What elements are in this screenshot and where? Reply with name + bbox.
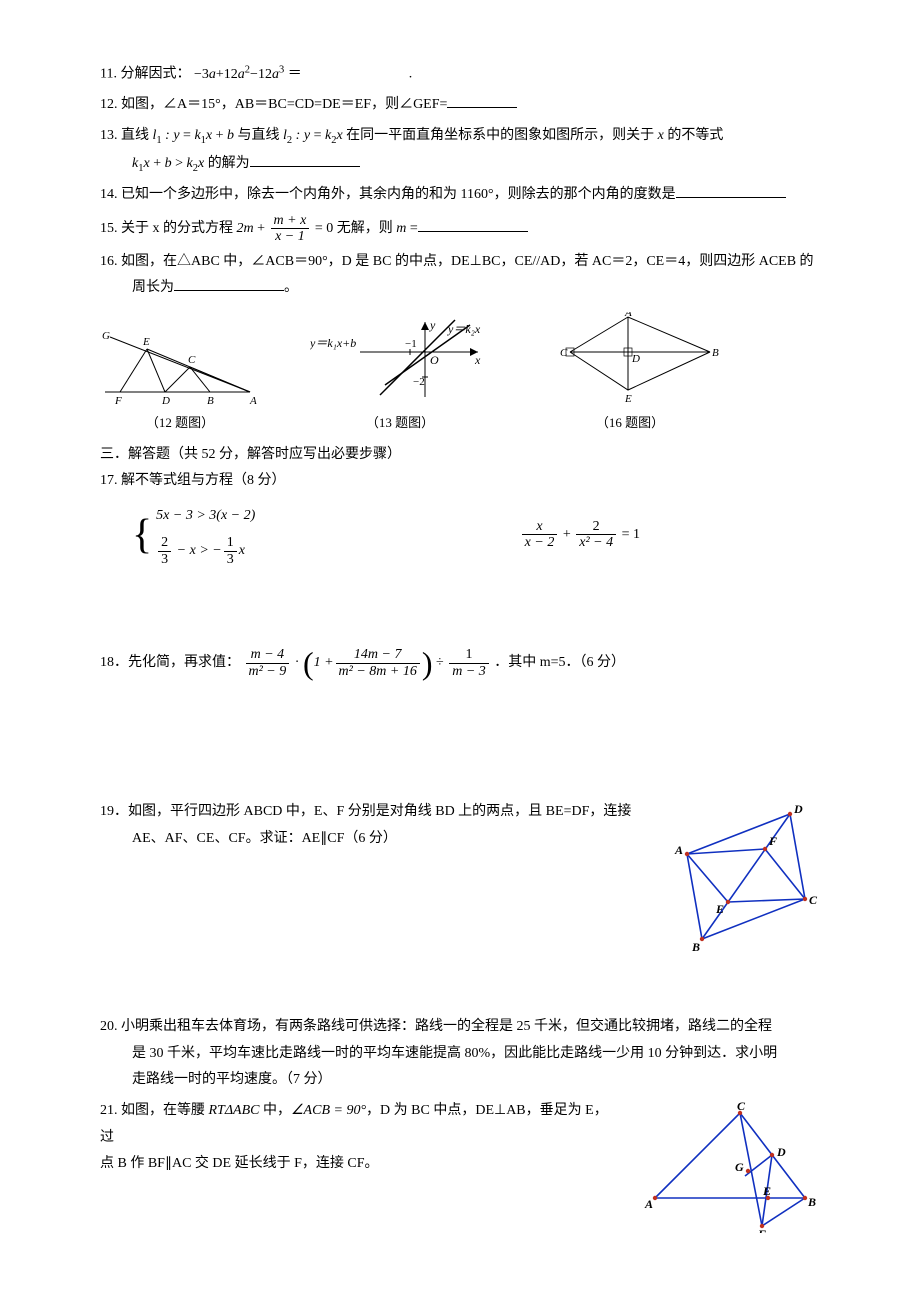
q20-line2: 是 30 千米，平均车速比走路线一时的平均车速能提高 80%，因此能比走路线一少… <box>100 1041 820 1068</box>
svg-text:−1: −1 <box>405 338 417 350</box>
fig16-svg: A C D B E <box>540 312 720 407</box>
q17-system: { 5x − 3 > 3(x − 2) 23 − x > −13x <box>132 503 255 567</box>
svg-text:O: O <box>430 353 439 367</box>
q17-title: 17. 解不等式组与方程（8 分） <box>100 468 820 495</box>
figure-row: G E C F D B A （12 题图） y＝k₁x+b y＝k₂x y x … <box>100 312 820 436</box>
svg-text:A: A <box>624 312 632 319</box>
q20: 20. 小明乘出租车去体育场，有两条路线可供选择：路线一的全程是 25 千米，但… <box>100 1014 820 1094</box>
q20-line1: 20. 小明乘出租车去体育场，有两条路线可供选择：路线一的全程是 25 千米，但… <box>100 1014 820 1041</box>
svg-text:A: A <box>674 843 683 857</box>
svg-text:B: B <box>807 1195 816 1209</box>
q13-line2: k1x + b > k2x 的解为 <box>100 151 820 179</box>
svg-text:y＝k₂x: y＝k₂x <box>447 322 481 336</box>
fig19-svg: D F A C E B <box>670 799 820 954</box>
q15: 15. 关于 x 的分式方程 2m + m + xx − 1 = 0 无解，则 … <box>100 213 820 245</box>
svg-text:C: C <box>560 347 568 359</box>
svg-text:A: A <box>644 1197 653 1211</box>
svg-text:B: B <box>207 395 214 407</box>
q13-post2: 的不等式 <box>667 128 723 143</box>
q13-blank <box>250 152 360 167</box>
q14-blank <box>676 183 786 198</box>
q11-label: 11. 分解因式： <box>100 67 190 82</box>
q16: 16. 如图，在△ABC 中，∠ACB＝90°，D 是 BC 的中点，DE⊥BC… <box>100 249 820 302</box>
svg-text:E: E <box>624 393 632 405</box>
q12-text: 12. 如图，∠A＝15°，AB＝BC=CD=DE＝EF，则∠GEF= <box>100 97 447 112</box>
q17: 17. 解不等式组与方程（8 分） { 5x − 3 > 3(x − 2) 23… <box>100 468 820 567</box>
svg-text:C: C <box>188 354 196 366</box>
q14: 14. 已知一个多边形中，除去一个内角外，其余内角的和为 1160°，则除去的那… <box>100 182 820 209</box>
svg-text:E: E <box>715 902 724 916</box>
svg-text:E: E <box>142 336 150 348</box>
q21: 21. 如图，在等腰 RTΔABC 中，∠ACB = 90°，D 为 BC 中点… <box>100 1098 820 1233</box>
svg-text:G: G <box>102 330 110 342</box>
q15-pre: 15. 关于 x 的分式方程 <box>100 221 237 236</box>
q17-sys1: 5x − 3 > 3(x − 2) <box>156 503 255 530</box>
svg-text:C: C <box>809 893 818 907</box>
q19-line2: AE、AF、CE、CF。求证：AE∥CF（6 分） <box>100 826 650 853</box>
q18: 18．先化简，再求值： m − 4m² − 9 · ( 1 + 14m − 7m… <box>100 647 820 679</box>
svg-text:G: G <box>735 1160 744 1174</box>
q21-line1: 21. 如图，在等腰 RTΔABC 中，∠ACB = 90°，D 为 BC 中点… <box>100 1098 620 1151</box>
fig16: A C D B E （16 题图） <box>540 312 720 436</box>
q11-expr: −3a+12a2−12a3 <box>194 67 288 82</box>
svg-text:D: D <box>631 353 640 365</box>
fig12-label: （12 题图） <box>100 411 260 436</box>
q12: 12. 如图，∠A＝15°，AB＝BC=CD=DE＝EF，则∠GEF= <box>100 92 820 119</box>
svg-text:E: E <box>762 1184 771 1198</box>
q20-line3: 走路线一时的平均速度。（7 分） <box>100 1067 820 1094</box>
fig13-label: （13 题图） <box>310 411 490 436</box>
q19: 19．如图，平行四边形 ABCD 中，E、F 分别是对角线 BD 上的两点，且 … <box>100 799 820 954</box>
fig21-svg: C D G A E B F <box>640 1098 820 1233</box>
q21-line2: 点 B 作 BF∥AC 交 DE 延长线于 F，连接 CF。 <box>100 1151 620 1178</box>
q15-post: 无解，则 <box>337 221 397 236</box>
svg-text:F: F <box>114 395 122 407</box>
fig13: y＝k₁x+b y＝k₂x y x O −1 −2 （13 题图） <box>310 317 490 436</box>
svg-text:D: D <box>161 395 170 407</box>
q13-post: 在同一平面直角坐标系中的图象如图所示，则关于 <box>346 128 658 143</box>
q11: 11. 分解因式： −3a+12a2−12a3 ＝ . <box>100 60 820 88</box>
q13-pre: 13. 直线 <box>100 128 153 143</box>
svg-text:A: A <box>249 395 257 407</box>
svg-text:y: y <box>429 318 436 332</box>
section3-title: 三．解答题（共 52 分，解答时应写出必要步骤） <box>100 442 820 469</box>
svg-text:D: D <box>793 802 803 816</box>
q13: 13. 直线 l1 : y = k1x + b 与直线 l2 : y = k2x… <box>100 123 820 178</box>
q19-line1: 19．如图，平行四边形 ABCD 中，E、F 分别是对角线 BD 上的两点，且 … <box>100 799 650 826</box>
q18-pre: 18．先化简，再求值： <box>100 655 240 670</box>
fig13-svg: y＝k₁x+b y＝k₂x y x O −1 −2 <box>310 317 490 407</box>
q11-period: . <box>409 67 413 82</box>
svg-text:D: D <box>776 1145 786 1159</box>
svg-text:C: C <box>737 1099 746 1113</box>
svg-text:−2: −2 <box>413 376 425 388</box>
q14-text: 14. 已知一个多边形中，除去一个内角外，其余内角的和为 1160°，则除去的那… <box>100 187 676 202</box>
q12-blank <box>447 93 517 108</box>
fig12: G E C F D B A （12 题图） <box>100 327 260 436</box>
q15-blank <box>418 217 528 232</box>
fig16-label: （16 题图） <box>540 411 720 436</box>
q13-mid: 与直线 <box>238 128 284 143</box>
q16-text1: 16. 如图，在△ABC 中，∠ACB＝90°，D 是 BC 的中点，DE⊥BC… <box>100 254 814 269</box>
q11-eq: ＝ <box>288 67 306 82</box>
svg-text:B: B <box>712 347 719 359</box>
svg-text:y＝k₁x+b: y＝k₁x+b <box>310 336 356 350</box>
q17-sys2: 23 − x > −13x <box>156 535 255 567</box>
svg-text:F: F <box>768 834 777 848</box>
svg-text:F: F <box>757 1227 766 1233</box>
fig12-svg: G E C F D B A <box>100 327 260 407</box>
svg-text:x: x <box>474 353 481 367</box>
q16-blank <box>174 276 284 291</box>
q18-post: ．其中 m=5．（6 分） <box>494 655 625 670</box>
q16-line2: 周长为。 <box>100 275 820 302</box>
q17-eq2: xx − 2 + 2x² − 4 = 1 <box>520 519 640 551</box>
svg-text:B: B <box>691 940 700 954</box>
